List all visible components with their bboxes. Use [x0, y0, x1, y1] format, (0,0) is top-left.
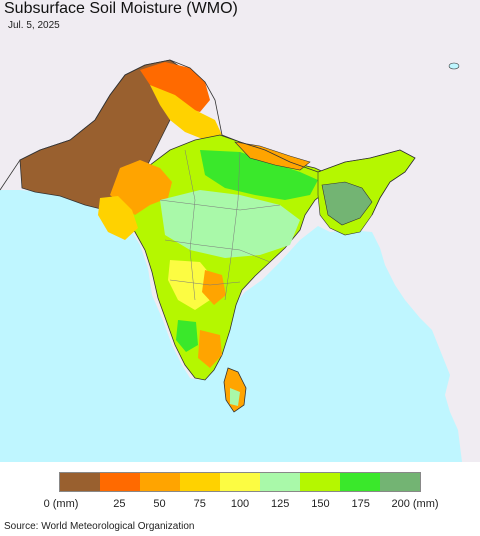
- region-kashmir-north: [140, 62, 210, 112]
- legend-swatch: [180, 473, 220, 491]
- legend-tick-label: 150: [311, 498, 330, 510]
- legend-swatch: [60, 473, 100, 491]
- source-note: Source: World Meteorological Organizatio…: [4, 521, 195, 532]
- region-kerala: [176, 320, 198, 352]
- region-deccan-patch: [202, 270, 226, 305]
- legend-color-bar: [59, 472, 421, 492]
- color-legend: 0 (mm) 25 50 75 100 125 150 175 200 (mm): [0, 462, 480, 518]
- region-nepal: [234, 141, 311, 171]
- map-date: Jul. 5, 2025: [8, 20, 60, 31]
- legend-swatch: [100, 473, 140, 491]
- legend-swatch: [140, 473, 180, 491]
- legend-swatch: [380, 473, 420, 491]
- legend-tick-label: 100: [230, 498, 250, 510]
- lake: [448, 62, 460, 70]
- legend-tick-label: 125: [271, 498, 290, 510]
- region-tamil-nadu: [198, 330, 222, 368]
- legend-tick-label: 175: [351, 498, 370, 510]
- region-deccan-west: [168, 260, 215, 310]
- map-title: Subsurface Soil Moisture (WMO): [4, 0, 238, 17]
- region-rajasthan: [110, 160, 172, 215]
- region-gujarat: [98, 196, 138, 240]
- legend-tick-label: 50: [153, 498, 166, 510]
- state-borders: [159, 149, 281, 301]
- legend-tick-label: 75: [193, 498, 206, 510]
- soil-moisture-map: [0, 0, 480, 462]
- legend-tick-label: 25: [113, 498, 126, 510]
- region-bangladesh: [321, 181, 373, 226]
- legend-swatch: [300, 473, 340, 491]
- region-kashmir-south: [150, 85, 222, 140]
- legend-tick-label: 200 (mm): [391, 498, 439, 510]
- region-sri-lanka-south: [230, 388, 240, 406]
- northern-border: [0, 59, 416, 216]
- region-gangetic-plain: [200, 150, 318, 200]
- legend-swatch: [260, 473, 300, 491]
- legend-swatch: [220, 473, 260, 491]
- map-area[interactable]: Subsurface Soil Moisture (WMO) Jul. 5, 2…: [0, 0, 480, 462]
- legend-swatch: [340, 473, 380, 491]
- legend-tick-label: 0 (mm): [43, 498, 79, 510]
